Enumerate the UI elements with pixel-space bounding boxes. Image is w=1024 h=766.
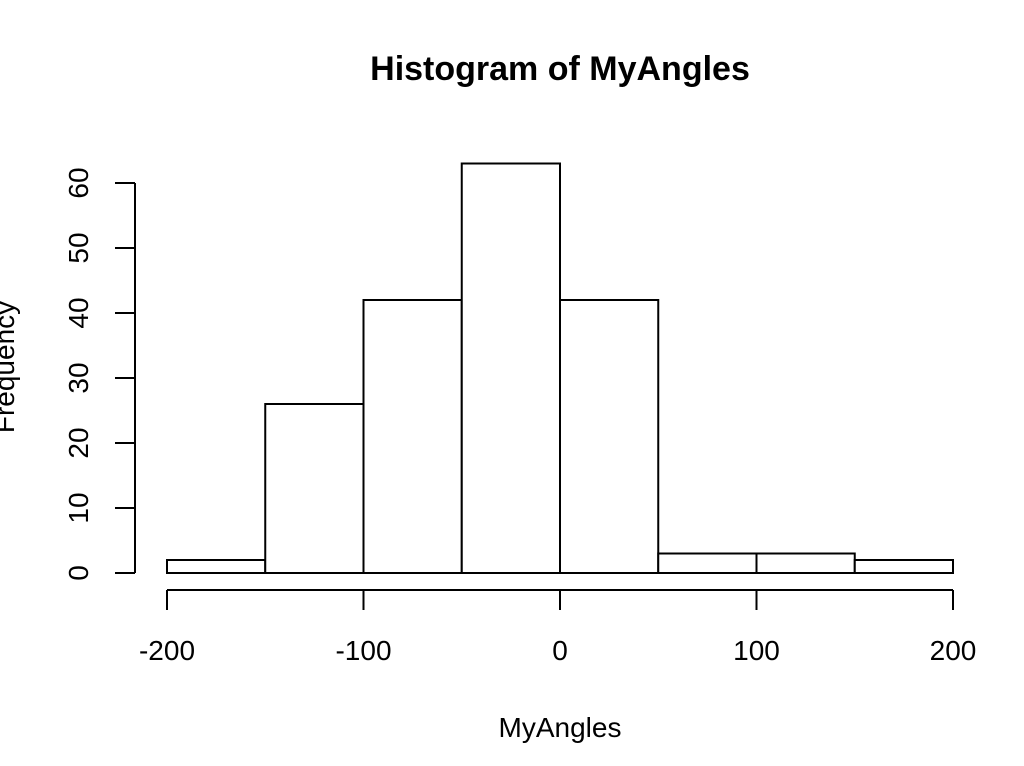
histogram-bar (755, 552, 856, 574)
y-tick-label: 40 (63, 297, 94, 328)
histogram-bar (362, 299, 463, 574)
y-tick-label: 30 (63, 362, 94, 393)
histogram-bar (166, 559, 267, 574)
x-axis: -200 -100 0 100 200 (139, 589, 977, 666)
x-tick-label: 0 (552, 635, 568, 666)
x-tick-label: -200 (139, 635, 195, 666)
histogram-bar (264, 403, 365, 574)
histogram-bar (559, 299, 660, 574)
histogram-bar (460, 162, 561, 574)
x-tick-label: 100 (733, 635, 780, 666)
y-tick-label: 0 (63, 565, 94, 581)
y-tick-label: 60 (63, 167, 94, 198)
chart-title: Histogram of MyAngles (370, 50, 750, 88)
y-tick-label: 10 (63, 492, 94, 523)
y-tick-label: 20 (63, 427, 94, 458)
histogram-bar (657, 552, 758, 574)
histogram-bar (853, 559, 954, 574)
bars-group (166, 162, 954, 574)
x-axis-label: MyAngles (499, 712, 622, 743)
y-tick-label: 50 (63, 232, 94, 263)
y-axis: 0 10 20 30 40 50 60 (63, 167, 136, 581)
x-tick-label: 200 (930, 635, 977, 666)
x-tick-label: -100 (335, 635, 391, 666)
y-axis-label: Frequency (0, 301, 20, 433)
